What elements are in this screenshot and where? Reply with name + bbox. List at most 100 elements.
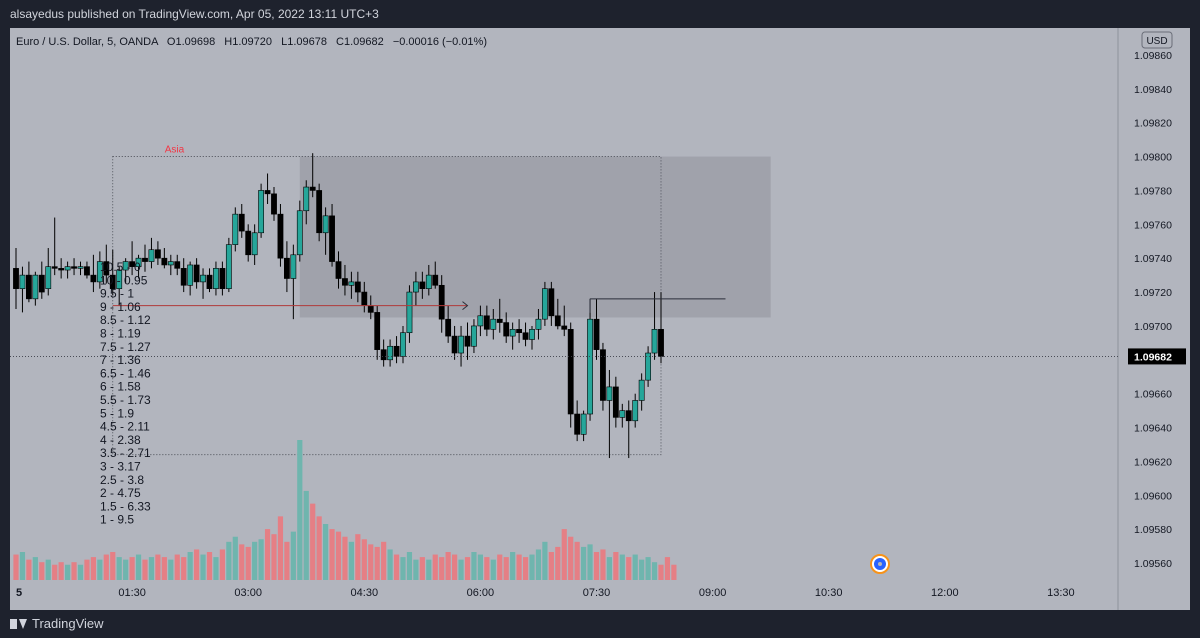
candle[interactable] bbox=[219, 261, 226, 296]
candle[interactable] bbox=[606, 369, 613, 459]
candle[interactable] bbox=[625, 400, 632, 459]
candle[interactable] bbox=[45, 248, 52, 296]
candle[interactable] bbox=[32, 271, 39, 306]
candle[interactable] bbox=[587, 298, 593, 421]
candle[interactable] bbox=[406, 285, 413, 343]
candle[interactable] bbox=[425, 264, 432, 296]
candle[interactable] bbox=[580, 410, 587, 442]
candle[interactable] bbox=[103, 244, 110, 284]
candle[interactable] bbox=[38, 261, 45, 299]
candle[interactable] bbox=[200, 268, 206, 299]
candle[interactable] bbox=[161, 248, 168, 269]
candle[interactable] bbox=[25, 261, 32, 303]
candle[interactable] bbox=[277, 203, 284, 267]
candle[interactable] bbox=[245, 224, 252, 262]
candle[interactable] bbox=[264, 173, 271, 204]
candle[interactable] bbox=[251, 224, 258, 265]
candle[interactable] bbox=[503, 312, 510, 343]
candle[interactable] bbox=[535, 309, 542, 340]
price-chart[interactable]: Asia 1.09860 1.09840 1.09820 1.09800 1.09780… bbox=[10, 28, 1190, 610]
candle[interactable] bbox=[619, 403, 626, 428]
candle[interactable] bbox=[612, 376, 619, 428]
candle[interactable] bbox=[529, 325, 535, 350]
currency-label[interactable]: USD bbox=[1146, 36, 1167, 47]
candle[interactable] bbox=[303, 180, 310, 225]
candle[interactable] bbox=[309, 153, 316, 198]
candle[interactable] bbox=[187, 261, 194, 296]
supply-zone[interactable] bbox=[299, 156, 771, 318]
chart-area[interactable]: Asia 1.09860 1.09840 1.09820 1.09800 1.09780… bbox=[10, 28, 1190, 610]
candle[interactable] bbox=[135, 254, 142, 279]
candle[interactable] bbox=[387, 339, 393, 367]
candle[interactable] bbox=[412, 271, 419, 306]
candle[interactable] bbox=[90, 254, 97, 293]
candle[interactable] bbox=[451, 325, 458, 360]
candle[interactable] bbox=[329, 203, 335, 267]
candle[interactable] bbox=[509, 322, 516, 350]
candle[interactable] bbox=[271, 187, 277, 221]
candle[interactable] bbox=[180, 258, 187, 293]
candle[interactable] bbox=[374, 305, 381, 360]
candle[interactable] bbox=[516, 319, 522, 343]
currency-button-frame[interactable] bbox=[1141, 31, 1173, 49]
candle[interactable] bbox=[232, 207, 239, 252]
candle[interactable] bbox=[342, 264, 348, 296]
candle[interactable] bbox=[116, 266, 123, 306]
candle[interactable] bbox=[548, 281, 555, 326]
candle[interactable] bbox=[193, 258, 200, 289]
candle[interactable] bbox=[129, 241, 135, 276]
tradingview-logo[interactable]: TradingView bbox=[10, 616, 104, 631]
candle[interactable] bbox=[483, 305, 490, 337]
candle[interactable] bbox=[477, 305, 484, 337]
candle[interactable] bbox=[445, 305, 452, 343]
candle[interactable] bbox=[77, 261, 84, 276]
candle[interactable] bbox=[354, 271, 361, 303]
candle[interactable] bbox=[645, 346, 651, 387]
candle[interactable] bbox=[258, 183, 264, 238]
candle[interactable] bbox=[380, 339, 387, 367]
candle[interactable] bbox=[554, 298, 561, 330]
candle[interactable] bbox=[632, 393, 639, 428]
candle[interactable] bbox=[335, 251, 342, 289]
candle[interactable] bbox=[148, 237, 155, 269]
candle[interactable] bbox=[316, 183, 323, 242]
candle[interactable] bbox=[561, 305, 568, 337]
candle[interactable] bbox=[348, 271, 355, 299]
candle[interactable] bbox=[593, 298, 600, 360]
candle[interactable] bbox=[174, 254, 181, 276]
candle[interactable] bbox=[96, 251, 103, 289]
candle[interactable] bbox=[167, 254, 174, 276]
candle[interactable] bbox=[464, 322, 471, 360]
candle[interactable] bbox=[64, 261, 71, 279]
candle[interactable] bbox=[109, 249, 116, 296]
candle[interactable] bbox=[322, 207, 329, 255]
replay-marker[interactable] bbox=[870, 554, 890, 574]
candle[interactable] bbox=[496, 298, 503, 333]
candle[interactable] bbox=[458, 325, 464, 367]
candle[interactable] bbox=[490, 309, 497, 340]
candle[interactable] bbox=[206, 268, 213, 293]
candle[interactable] bbox=[541, 281, 548, 326]
candle[interactable] bbox=[567, 322, 574, 428]
candle[interactable] bbox=[522, 322, 529, 347]
candle[interactable] bbox=[225, 237, 232, 293]
candle[interactable] bbox=[432, 261, 439, 289]
candle[interactable] bbox=[19, 266, 26, 313]
candle[interactable] bbox=[122, 258, 129, 284]
candle[interactable] bbox=[13, 248, 19, 309]
candle[interactable] bbox=[419, 271, 426, 299]
candle[interactable] bbox=[142, 244, 148, 272]
candle[interactable] bbox=[51, 217, 58, 276]
candle[interactable] bbox=[283, 241, 290, 293]
candle[interactable] bbox=[213, 261, 219, 296]
candle[interactable] bbox=[84, 261, 90, 279]
candle[interactable] bbox=[393, 336, 400, 364]
candle[interactable] bbox=[651, 292, 658, 360]
candle[interactable] bbox=[296, 200, 303, 262]
candle[interactable] bbox=[290, 244, 297, 320]
candle[interactable] bbox=[238, 203, 245, 238]
candle[interactable] bbox=[71, 258, 77, 276]
replay-center-icon[interactable] bbox=[878, 562, 882, 566]
candle[interactable] bbox=[438, 275, 445, 333]
candle[interactable] bbox=[574, 400, 581, 442]
